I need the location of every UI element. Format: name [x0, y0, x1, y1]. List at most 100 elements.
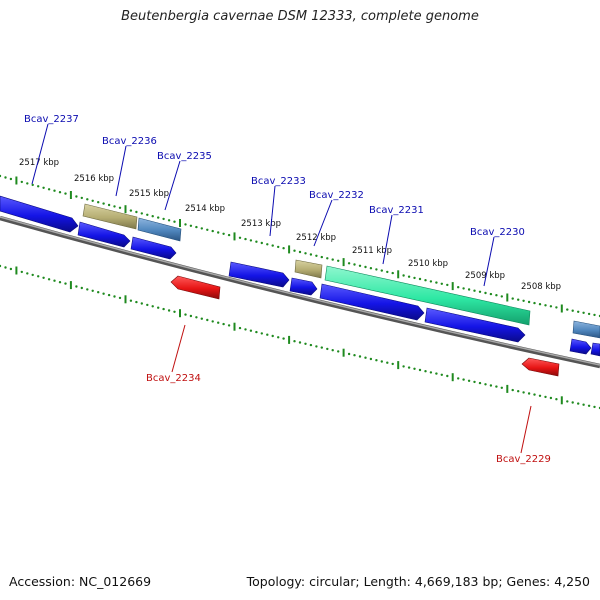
- lower-track-minor-tick: [473, 380, 476, 384]
- gene-arrow-bcav-2230[interactable]: [424, 307, 526, 343]
- gene-arrow-bcav-2233[interactable]: [228, 261, 290, 288]
- upper-track-minor-tick: [244, 237, 247, 241]
- gene-arrow-bcav-2235[interactable]: [130, 236, 177, 260]
- gene-label-bcav-2229[interactable]: Bcav_2229: [496, 454, 551, 465]
- lower-track-minor-tick: [26, 272, 29, 275]
- lower-track-minor-tick: [80, 286, 84, 290]
- upper-track-minor-tick: [309, 253, 313, 256]
- upper-track-minor-tick: [266, 243, 269, 246]
- gene-arrow-right-edge-a[interactable]: [569, 338, 592, 355]
- upper-track-major-tick: [451, 282, 454, 291]
- lower-track-minor-tick: [0, 264, 2, 268]
- upper-track-minor-tick: [391, 271, 394, 275]
- gene-label-bcav-2235[interactable]: Bcav_2235: [157, 151, 212, 162]
- upper-track-major-tick: [179, 219, 181, 227]
- gene-label-bcav-2234[interactable]: Bcav_2234: [146, 373, 201, 384]
- kbp-label-2510: 2510 kbp: [408, 259, 448, 269]
- upper-track-minor-tick: [304, 252, 307, 255]
- lower-track-minor-tick: [527, 392, 531, 395]
- lower-track-minor-tick: [58, 281, 62, 284]
- gene-arrow-right-edge-b[interactable]: [590, 342, 600, 357]
- gene-arrow-bcav-2234[interactable]: [170, 275, 221, 300]
- lower-track-minor-tick: [571, 401, 574, 404]
- gene-label-bcav-2233[interactable]: Bcav_2233: [251, 176, 306, 187]
- leader-bcav-2237: [31, 123, 49, 185]
- lower-track-minor-tick: [533, 393, 536, 396]
- lower-track-minor-tick: [462, 378, 465, 381]
- upper-track-minor-tick: [97, 201, 100, 204]
- feature-olive-bcav-2232[interactable]: [294, 259, 323, 279]
- lower-track-minor-tick: [4, 266, 7, 269]
- gene-label-bcav-2236[interactable]: Bcav_2236: [102, 136, 157, 147]
- lower-track-minor-tick: [249, 329, 253, 332]
- lower-track-minor-tick: [511, 388, 514, 392]
- upper-track-minor-tick: [75, 195, 78, 198]
- lower-track-minor-tick: [135, 300, 138, 304]
- lower-track-minor-tick: [380, 360, 383, 363]
- upper-track-major-tick: [397, 270, 400, 279]
- kbp-label-2515: 2515 kbp: [129, 189, 169, 199]
- upper-track-minor-tick: [577, 310, 580, 313]
- upper-track-minor-tick: [0, 174, 2, 178]
- upper-track-minor-tick: [80, 196, 84, 200]
- lower-track-minor-tick: [47, 278, 51, 281]
- upper-track-minor-tick: [413, 276, 416, 280]
- lower-track-minor-tick: [200, 317, 203, 320]
- upper-track-minor-tick: [260, 241, 263, 245]
- leader-bcav-2230: [483, 236, 495, 287]
- lower-track-minor-tick: [42, 276, 45, 279]
- upper-track-minor-tick: [151, 215, 154, 218]
- upper-track-minor-tick: [200, 227, 203, 230]
- lower-track-major-tick: [560, 396, 563, 405]
- lower-track-minor-tick: [467, 379, 471, 382]
- lower-track-minor-tick: [129, 299, 133, 302]
- upper-track-major-tick: [560, 304, 563, 313]
- lower-track-minor-tick: [320, 346, 323, 349]
- lower-track-minor-tick: [113, 295, 116, 298]
- lower-track-minor-tick: [555, 398, 558, 401]
- gene-arrow-bcav-2229[interactable]: [521, 357, 560, 377]
- lower-track-minor-tick: [173, 310, 176, 313]
- feature-olive-bcav-2236[interactable]: [82, 203, 138, 230]
- upper-track-minor-tick: [331, 258, 334, 261]
- gene-arrow-bcav-2236[interactable]: [77, 221, 131, 248]
- feature-steelblue-bcav-2235[interactable]: [137, 217, 182, 242]
- lower-track-minor-tick: [484, 383, 487, 386]
- gene-label-bcav-2237[interactable]: Bcav_2237: [24, 114, 79, 125]
- upper-track-minor-tick: [446, 283, 449, 287]
- gene-arrow-bcav-2237[interactable]: [0, 195, 79, 233]
- gene-label-bcav-2231[interactable]: Bcav_2231: [369, 205, 424, 216]
- upper-track-minor-tick: [386, 270, 389, 274]
- lower-track-minor-tick: [167, 309, 171, 312]
- lower-track-minor-tick: [86, 288, 89, 291]
- upper-track-minor-tick: [337, 259, 340, 262]
- gene-label-bcav-2230[interactable]: Bcav_2230: [470, 227, 525, 238]
- lower-track-minor-tick: [75, 285, 78, 288]
- lower-track-minor-tick: [266, 333, 269, 336]
- upper-track-minor-tick: [91, 199, 94, 202]
- upper-track-major-tick: [288, 245, 291, 254]
- lower-track-minor-tick: [309, 343, 313, 347]
- genome-backbone: [0, 215, 600, 369]
- lower-track-minor-tick: [353, 354, 356, 357]
- upper-track-minor-tick: [102, 202, 105, 205]
- upper-track-minor-tick: [249, 239, 253, 242]
- upper-track-minor-tick: [462, 287, 465, 290]
- upper-track-minor-tick: [195, 225, 198, 229]
- gene-arrow-bcav-2231[interactable]: [319, 283, 425, 321]
- upper-track-minor-tick: [157, 216, 160, 219]
- lower-track-minor-tick: [227, 324, 231, 327]
- lower-track-minor-tick: [31, 273, 34, 277]
- lower-track-minor-tick: [375, 359, 378, 362]
- gene-arrow-bcav-2232[interactable]: [289, 277, 318, 296]
- upper-track-minor-tick: [4, 176, 7, 179]
- feature-green-bcav-2231[interactable]: [324, 265, 531, 326]
- upper-track-minor-tick: [495, 294, 498, 297]
- gene-label-bcav-2232[interactable]: Bcav_2232: [309, 190, 364, 201]
- upper-track-minor-tick: [538, 303, 542, 306]
- feature-steelblue-right-edge[interactable]: [572, 320, 600, 339]
- lower-track-minor-tick: [402, 365, 405, 368]
- upper-track-minor-tick: [380, 269, 383, 272]
- lower-track-minor-tick: [369, 357, 373, 361]
- lower-track-minor-tick: [446, 374, 449, 378]
